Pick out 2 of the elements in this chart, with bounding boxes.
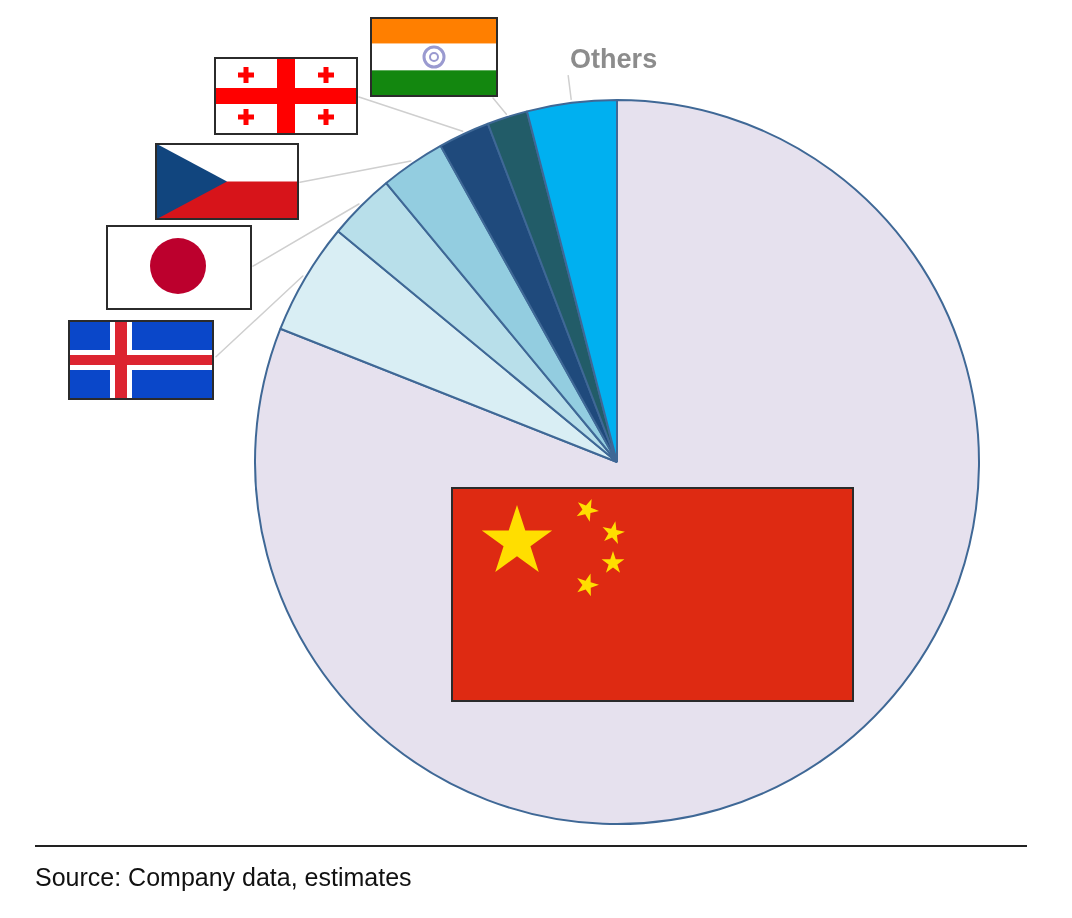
source-note: Source: Company data, estimates [35,862,412,892]
slice-label: Others [570,43,658,74]
